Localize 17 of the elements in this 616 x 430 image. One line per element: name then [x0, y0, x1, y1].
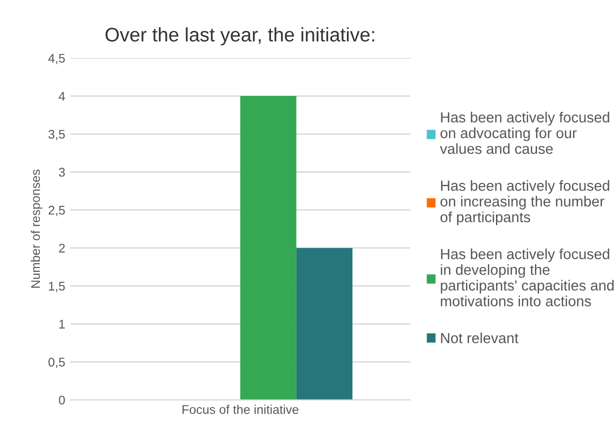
y-tick-label: 3: [58, 168, 65, 177]
legend-label: Has been actively focused in developing the participants' capacities and motivations into actions: [440, 248, 614, 306]
chart-title: Over the last year, the initiative:: [106, 27, 374, 46]
legend-label: Not relevant: [441, 332, 518, 344]
y-tick-label: 1,5: [48, 282, 65, 292]
x-tick-label: Focus of the initiative: [182, 404, 298, 414]
legend-label: Has been actively focused on advocating for our values and cause: [440, 112, 610, 154]
y-tick-label: 1: [59, 320, 65, 328]
y-tick-label: 0,5: [48, 358, 65, 368]
y-axis-title: Number of responses: [30, 170, 42, 288]
y-tick-label: 2,5: [48, 206, 65, 216]
y-tick-label: 4,5: [48, 54, 65, 64]
y-tick-label: 2: [59, 244, 65, 252]
y-tick-label: 0: [58, 396, 65, 405]
legend-label: Has been actively focused on increasing the number of participants: [440, 180, 610, 226]
y-tick-label: 3,5: [48, 130, 65, 140]
y-tick-label: 4: [58, 92, 65, 101]
